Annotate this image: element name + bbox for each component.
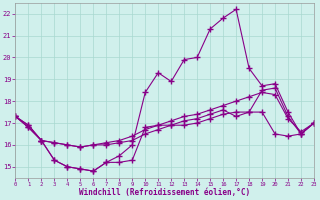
X-axis label: Windchill (Refroidissement éolien,°C): Windchill (Refroidissement éolien,°C) — [79, 188, 250, 197]
